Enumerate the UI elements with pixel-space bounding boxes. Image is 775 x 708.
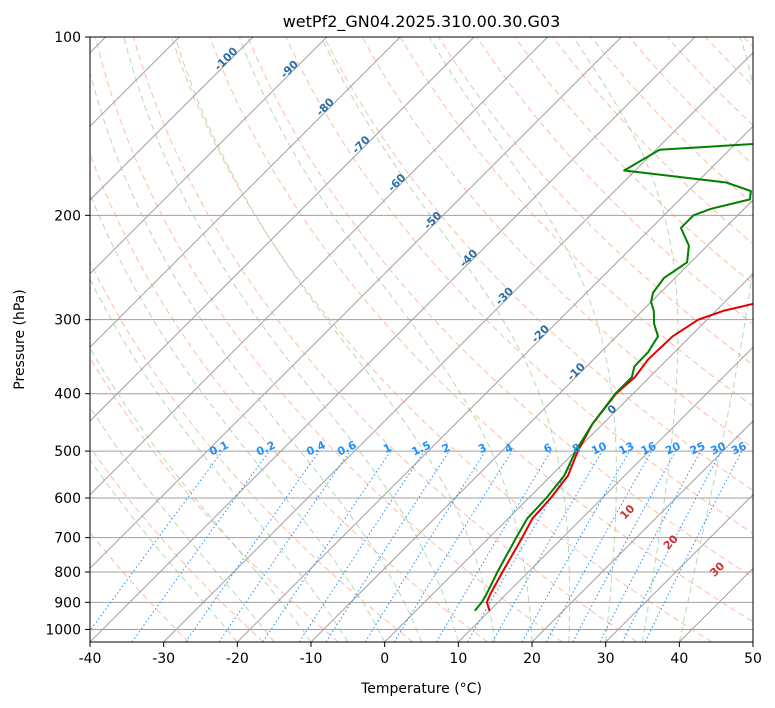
dry-adiabat-line	[132, 37, 638, 642]
y-tick-label: 200	[54, 208, 81, 224]
chart-title: wetPf2_GN04.2025.310.00.30.G03	[283, 12, 561, 32]
x-tick-label: 50	[744, 651, 762, 667]
y-tick-label: 400	[54, 387, 81, 403]
y-tick-label: 100	[54, 30, 81, 46]
moist-adiabat-line	[428, 37, 617, 642]
moist-adiabat-line	[90, 70, 422, 642]
isotherm-line	[90, 37, 401, 349]
dry-adiabat-line	[90, 446, 264, 642]
y-tick-label: 900	[54, 595, 81, 611]
mixing-ratio-label: 30	[709, 439, 729, 457]
dry-adiabat-line	[323, 37, 753, 491]
moist-adiabat-line	[572, 37, 679, 642]
moist-adiabat-line	[90, 459, 238, 642]
mixing-ratio-line	[90, 450, 223, 632]
isotherm-line	[531, 420, 753, 642]
y-tick-label: 300	[54, 313, 81, 329]
x-tick-label: 30	[597, 651, 615, 667]
dry-adiabat-line	[94, 37, 563, 642]
dry-adiabat-line	[90, 260, 414, 642]
dry-adiabat-line	[247, 37, 753, 578]
dry-adiabat-line	[514, 37, 753, 285]
isotherm-line	[163, 51, 753, 642]
isotherm-line	[752, 641, 753, 642]
x-tick-label: 0	[380, 651, 389, 667]
x-tick-label: 20	[523, 651, 541, 667]
mixing-ratio-line	[572, 450, 677, 642]
isotherm-line	[90, 37, 254, 201]
x-tick-label: -30	[152, 651, 175, 667]
moist-adiabat-line	[123, 37, 459, 642]
x-tick-label: 40	[670, 651, 688, 667]
isotherm-line	[90, 37, 622, 570]
mixing-ratio-line	[131, 450, 270, 642]
moist-adiabat-line	[678, 37, 753, 642]
mixing-ratio-line	[644, 450, 743, 642]
moist-adiabat-line	[320, 37, 571, 642]
plot-frame	[89, 36, 754, 643]
dry-adiabat-line	[285, 37, 753, 535]
mixing-ratio-label: 20	[663, 439, 683, 457]
x-axis: -40 -30 -20 -10 0 10 20 30 40 50	[79, 642, 762, 667]
isotherm-line	[90, 37, 696, 642]
dry-adiabat-line	[171, 37, 712, 642]
x-tick-label: -40	[79, 651, 102, 667]
moist-adiabat-line	[90, 406, 275, 642]
x-axis-title: Temperature (°C)	[360, 681, 482, 697]
mixing-ratio-line	[545, 450, 653, 642]
moist-adiabat-line	[90, 192, 386, 642]
dry-adiabat-line	[476, 37, 753, 325]
y-axis-title: Pressure (hPa)	[12, 289, 28, 389]
mixing-ratio-label: 10	[589, 439, 609, 457]
mixing-ratio-label: 25	[688, 439, 707, 457]
isotherm-line	[384, 272, 753, 642]
profile-lines	[474, 143, 753, 612]
y-tick-label: 500	[54, 444, 81, 460]
isotherm-line	[236, 125, 753, 642]
temperature-profile-line	[485, 302, 753, 612]
y-tick-label: 800	[54, 565, 81, 581]
isotherm-line	[90, 37, 328, 275]
x-tick-label: -20	[226, 651, 249, 667]
isotherm-line	[605, 493, 753, 642]
dewpoint-profile-line	[474, 143, 753, 612]
y-tick-label: 600	[54, 491, 81, 507]
y-tick-label: 1000	[45, 622, 81, 638]
mixing-ratio-line	[325, 450, 450, 642]
theta-label: 40	[757, 584, 775, 604]
mixing-ratio-label: 36	[729, 439, 749, 457]
mixing-ratio-line	[218, 450, 351, 642]
moist-adiabat-line	[90, 278, 349, 642]
plot-background	[90, 37, 753, 642]
mixing-ratio-line	[185, 450, 320, 642]
moist-adiabat-line	[238, 37, 533, 642]
mixing-ratio-line	[521, 450, 630, 642]
mixing-ratio-line	[393, 450, 513, 642]
isotherm-line	[457, 346, 753, 642]
isotherm-line	[90, 37, 475, 422]
y-axis: 1000 900 800 700 600 500 400 300 200 100	[45, 30, 90, 638]
x-tick-label: -10	[300, 651, 323, 667]
mixing-ratio-label: 16	[639, 439, 659, 457]
isotherm-line	[310, 199, 753, 642]
mixing-ratio-label: 13	[617, 439, 636, 457]
isotherm-line	[90, 37, 549, 496]
x-tick-label: 10	[449, 651, 467, 667]
dry-adiabat-line	[90, 356, 339, 642]
mixing-ratio-line	[262, 450, 392, 642]
y-tick-label: 700	[54, 531, 81, 547]
mixing-ratio-line	[298, 450, 425, 642]
